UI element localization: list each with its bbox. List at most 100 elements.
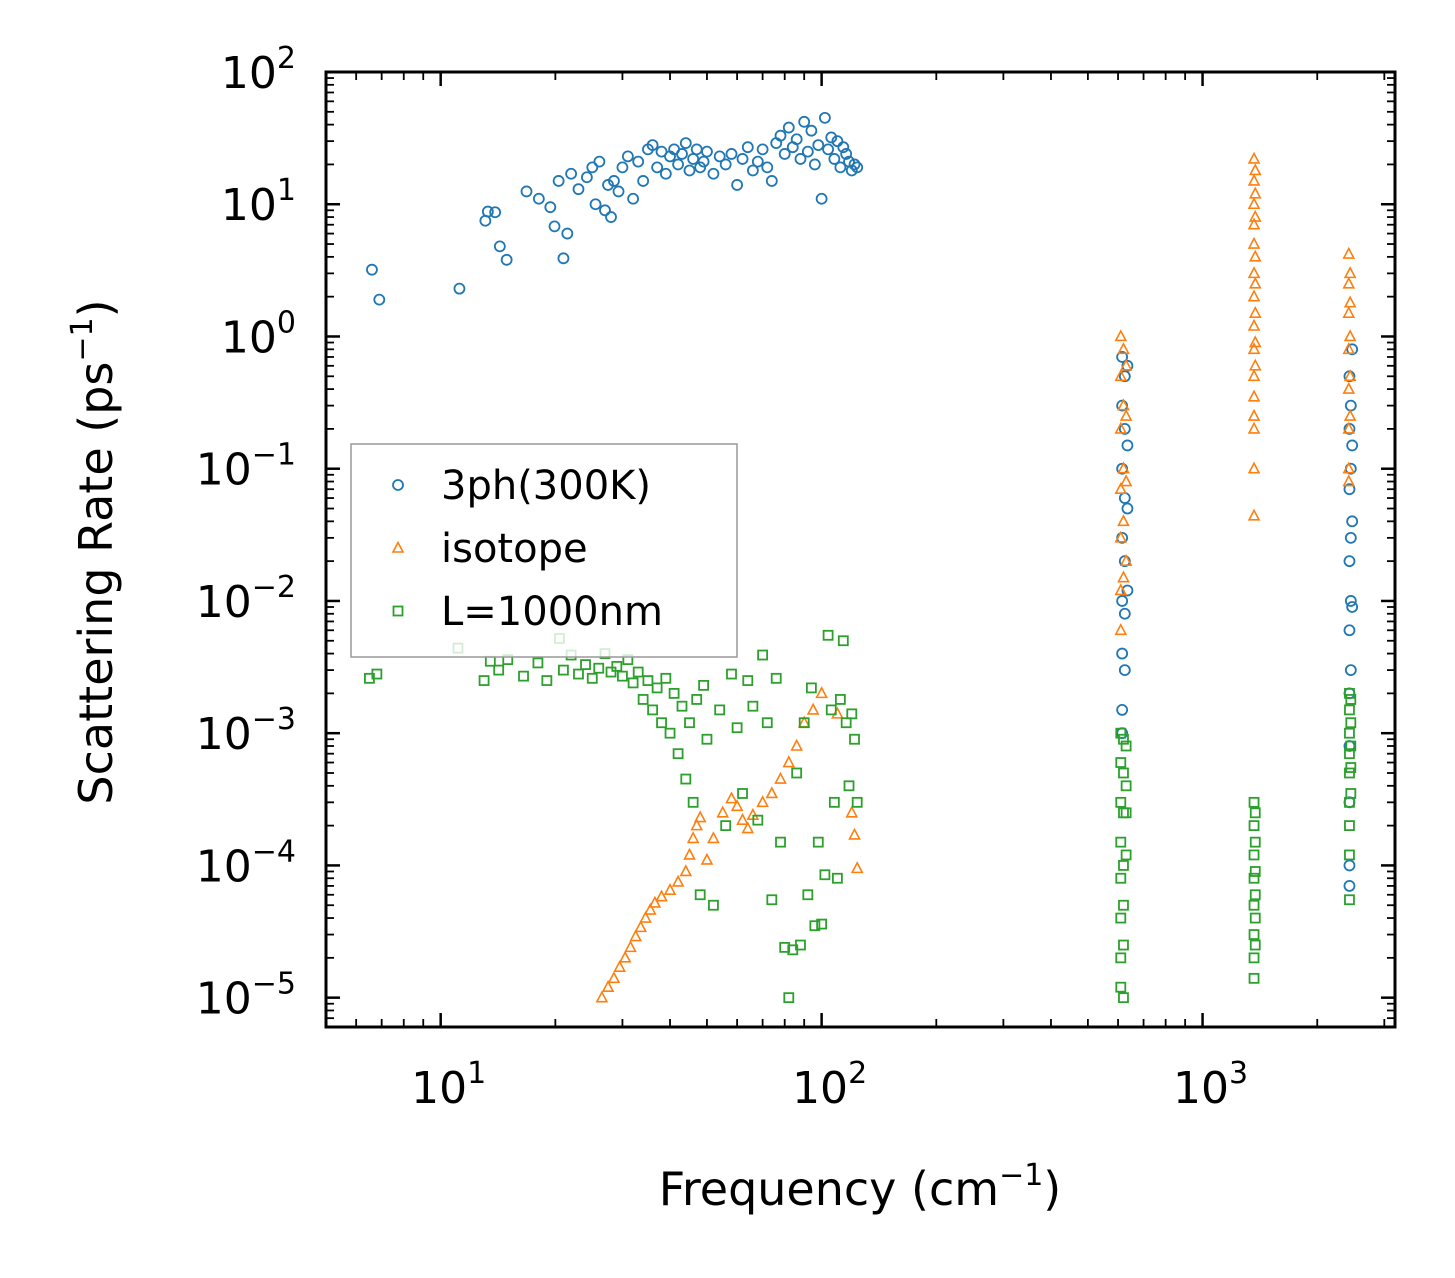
data-point-circle bbox=[805, 124, 818, 137]
y-tick-label: 10−5 bbox=[196, 967, 296, 1025]
x-axis-label-close: ) bbox=[1043, 1162, 1061, 1216]
data-point-circle bbox=[731, 179, 744, 191]
data-point-square bbox=[580, 659, 591, 671]
data-point-triangle bbox=[1117, 342, 1130, 355]
data-point-triangle bbox=[741, 821, 755, 834]
x-tick-labels: 101 102 103 bbox=[411, 1056, 1248, 1114]
data-point-triangle bbox=[725, 791, 738, 804]
data-point-circle bbox=[822, 143, 835, 156]
data-point-circle bbox=[632, 155, 645, 168]
data-point-circle bbox=[580, 171, 593, 184]
data-point-circle bbox=[794, 153, 807, 165]
data-point-square bbox=[837, 635, 849, 647]
data-point-square bbox=[1249, 866, 1261, 877]
data-point-square bbox=[1118, 807, 1129, 819]
data-point-triangle bbox=[1247, 289, 1261, 302]
data-point-square bbox=[573, 668, 584, 680]
data-point-triangle bbox=[1117, 461, 1130, 474]
data-point-square bbox=[1248, 899, 1260, 911]
data-point-circle bbox=[831, 135, 844, 148]
data-point-circle bbox=[713, 150, 726, 163]
data-point-circle bbox=[1118, 370, 1131, 383]
data-point-square bbox=[825, 704, 837, 716]
data-point-triangle bbox=[1119, 408, 1133, 421]
data-point-triangle bbox=[1114, 329, 1128, 342]
data-point-square bbox=[656, 717, 667, 729]
data-point-triangle bbox=[1247, 421, 1261, 434]
data-point-circle bbox=[1343, 555, 1356, 568]
data-point-square bbox=[846, 708, 858, 720]
series-square bbox=[364, 629, 1357, 1004]
data-point-square bbox=[1249, 912, 1261, 924]
legend-marker-square bbox=[392, 605, 404, 617]
data-point-square bbox=[1344, 767, 1355, 779]
data-point-circle bbox=[1346, 439, 1359, 452]
data-point-square bbox=[720, 820, 732, 832]
data-point-square bbox=[791, 767, 803, 779]
data-point-square bbox=[1115, 836, 1127, 848]
data-point-circle bbox=[725, 148, 738, 160]
data-point-circle bbox=[697, 155, 710, 168]
data-point-circle bbox=[774, 129, 787, 142]
data-point-square bbox=[1118, 733, 1129, 745]
data-point-square bbox=[642, 675, 654, 686]
data-point-triangle bbox=[618, 950, 632, 963]
data-point-square bbox=[637, 694, 649, 705]
data-point-square bbox=[714, 704, 726, 716]
data-point-triangle bbox=[1247, 408, 1261, 421]
data-point-square bbox=[816, 918, 828, 930]
data-point-triangle bbox=[1247, 461, 1261, 474]
data-point-circle bbox=[1118, 492, 1131, 504]
data-point-circle bbox=[840, 148, 853, 160]
data-point-circle bbox=[608, 175, 620, 187]
data-point-square bbox=[691, 694, 703, 705]
data-point-circle bbox=[651, 161, 664, 174]
data-point-circle bbox=[544, 201, 557, 214]
data-point-circle bbox=[818, 111, 831, 124]
data-point-square bbox=[1118, 860, 1129, 871]
data-point-circle bbox=[1346, 515, 1359, 528]
data-point-triangle bbox=[1117, 514, 1130, 527]
data-point-square bbox=[779, 941, 791, 953]
data-point-circle bbox=[548, 220, 561, 233]
data-markers bbox=[364, 111, 1359, 1004]
data-point-triangle bbox=[613, 959, 626, 972]
legend-marker-triangle bbox=[391, 540, 405, 553]
data-point-square bbox=[664, 727, 676, 739]
y-tick-label: 10−3 bbox=[196, 702, 296, 760]
data-point-triangle bbox=[1342, 421, 1356, 434]
data-point-circle bbox=[659, 167, 672, 180]
data-point-triangle bbox=[1247, 508, 1261, 521]
data-point-circle bbox=[751, 155, 764, 168]
data-point-square bbox=[731, 722, 743, 734]
data-point-triangle bbox=[790, 738, 803, 751]
data-point-circle bbox=[778, 148, 791, 160]
data-point-triangle bbox=[1247, 173, 1261, 186]
data-point-circle bbox=[589, 198, 602, 211]
y-tick-label-exponent: 2 bbox=[277, 41, 296, 76]
data-point-circle bbox=[676, 148, 688, 160]
data-point-triangle bbox=[1342, 305, 1356, 318]
data-point-square bbox=[831, 872, 843, 884]
y-tick-label-base: 10 bbox=[221, 180, 277, 231]
data-point-triangle bbox=[1114, 583, 1128, 596]
data-point-triangle bbox=[1342, 246, 1356, 259]
data-point-circle bbox=[672, 158, 684, 171]
data-point-circle bbox=[1344, 399, 1357, 412]
y-axis-label-exponent: −1 bbox=[65, 317, 100, 361]
data-point-square bbox=[802, 889, 814, 901]
x-tick-label: 102 bbox=[792, 1056, 867, 1114]
data-point-square bbox=[812, 836, 824, 848]
data-point-circle bbox=[1116, 647, 1129, 660]
data-point-circle bbox=[493, 240, 506, 253]
data-point-square bbox=[766, 894, 778, 906]
data-point-square bbox=[680, 773, 692, 785]
data-point-square bbox=[752, 814, 764, 826]
legend: 3ph(300K) isotope L=1000nm bbox=[350, 443, 738, 658]
data-point-triangle bbox=[831, 706, 844, 719]
x-tick-label-exponent: 1 bbox=[467, 1056, 486, 1091]
data-point-triangle bbox=[756, 795, 769, 808]
data-point-square bbox=[1345, 740, 1357, 752]
data-point-square bbox=[1248, 796, 1260, 808]
data-point-square bbox=[1344, 727, 1355, 739]
